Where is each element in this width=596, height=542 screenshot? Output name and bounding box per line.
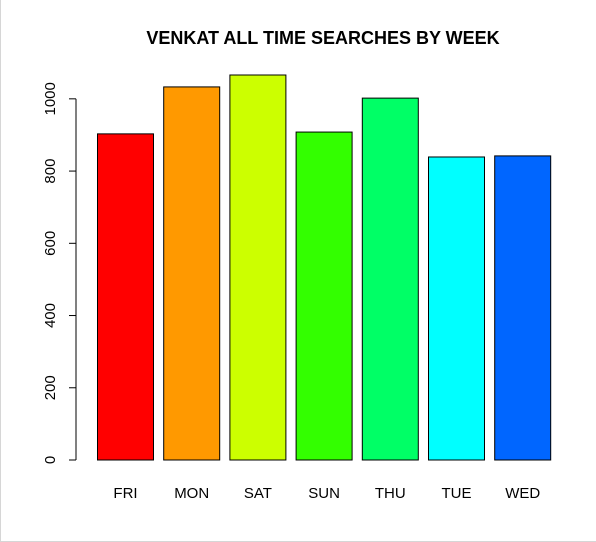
bar-sun xyxy=(296,132,352,460)
bar-tue xyxy=(429,157,485,460)
x-tick-label: FRI xyxy=(113,485,137,502)
bar-wed xyxy=(495,156,551,460)
y-tick-label: 0 xyxy=(42,456,59,464)
bars xyxy=(98,75,551,460)
chart-title: VENKAT ALL TIME SEARCHES BY WEEK xyxy=(146,28,499,48)
bar-sat xyxy=(230,75,286,460)
x-axis-labels: FRI MON SAT SUN THU TUE WED xyxy=(113,485,540,502)
x-tick-label: WED xyxy=(505,485,540,502)
y-tick-label: 200 xyxy=(42,375,59,400)
x-tick-label: TUE xyxy=(442,485,472,502)
x-tick-label: SUN xyxy=(308,485,340,502)
x-tick-label: SAT xyxy=(244,485,272,502)
x-tick-label: MON xyxy=(174,485,209,502)
y-axis: 0 200 400 600 800 1000 xyxy=(42,82,76,464)
y-tick-label: 400 xyxy=(42,303,59,328)
x-tick-label: THU xyxy=(375,485,406,502)
bar-thu xyxy=(362,98,418,460)
bar-fri xyxy=(98,134,154,460)
bar-mon xyxy=(164,87,220,460)
y-tick-label: 1000 xyxy=(42,82,59,115)
y-tick-label: 800 xyxy=(42,159,59,184)
y-tick-label: 600 xyxy=(42,231,59,256)
